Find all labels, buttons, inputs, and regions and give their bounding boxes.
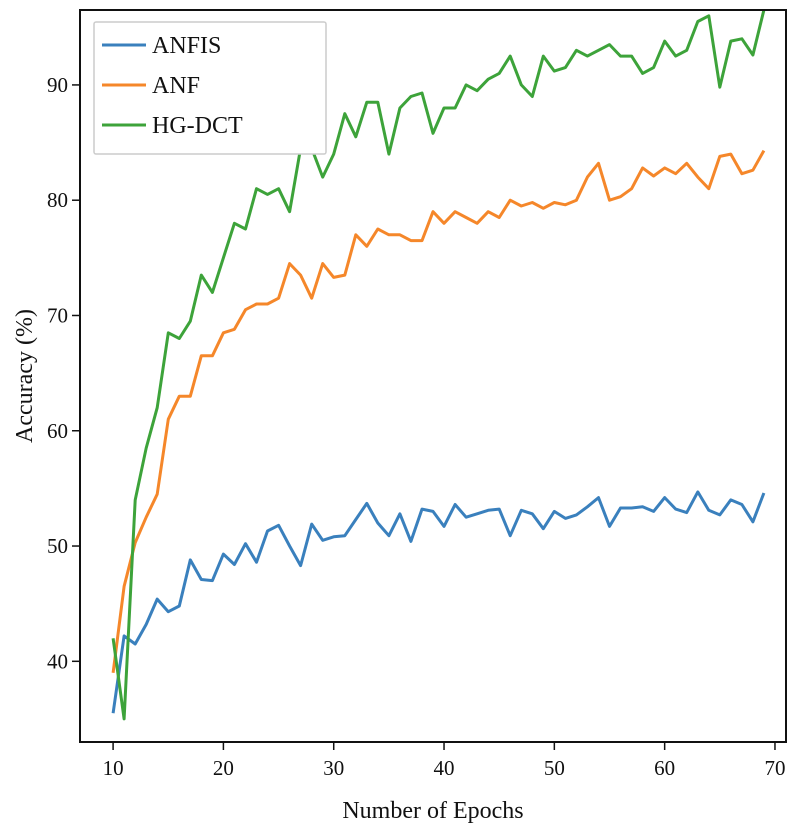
series-line-anfis [111, 490, 766, 714]
y-tick-label: 60 [47, 419, 68, 443]
y-tick-label: 70 [47, 303, 68, 327]
y-axis-ticks: 40 50 60 70 80 90 [47, 73, 80, 673]
y-tick-label: 80 [47, 188, 68, 212]
x-tick-label: 10 [103, 756, 124, 780]
series-line-anf [111, 149, 766, 673]
series-lines [111, 9, 766, 721]
x-tick-label: 40 [434, 756, 455, 780]
legend-box [93, 21, 327, 155]
x-axis-ticks: 10 20 30 40 50 60 70 [103, 742, 785, 780]
x-tick-label: 70 [764, 756, 785, 780]
plot-frame [79, 9, 787, 743]
y-tick-label: 90 [47, 73, 68, 97]
legend-label-anf: ANF [152, 73, 200, 99]
legend-label-anfis: ANFIS [152, 33, 221, 59]
x-axis-label: Number of Epochs [342, 798, 523, 824]
y-axis-label: Accuracy (%) [12, 309, 38, 443]
x-tick-label: 50 [544, 756, 565, 780]
x-tick-label: 60 [654, 756, 675, 780]
x-tick-label: 30 [323, 756, 344, 780]
y-tick-label: 40 [47, 649, 68, 673]
legend-label-hg-dct: HG-DCT [152, 113, 243, 139]
x-tick-label: 20 [213, 756, 234, 780]
legend: ANFIS ANF HG-DCT [93, 21, 327, 155]
y-tick-label: 50 [47, 534, 68, 558]
series-line-hg-dct [111, 9, 766, 721]
